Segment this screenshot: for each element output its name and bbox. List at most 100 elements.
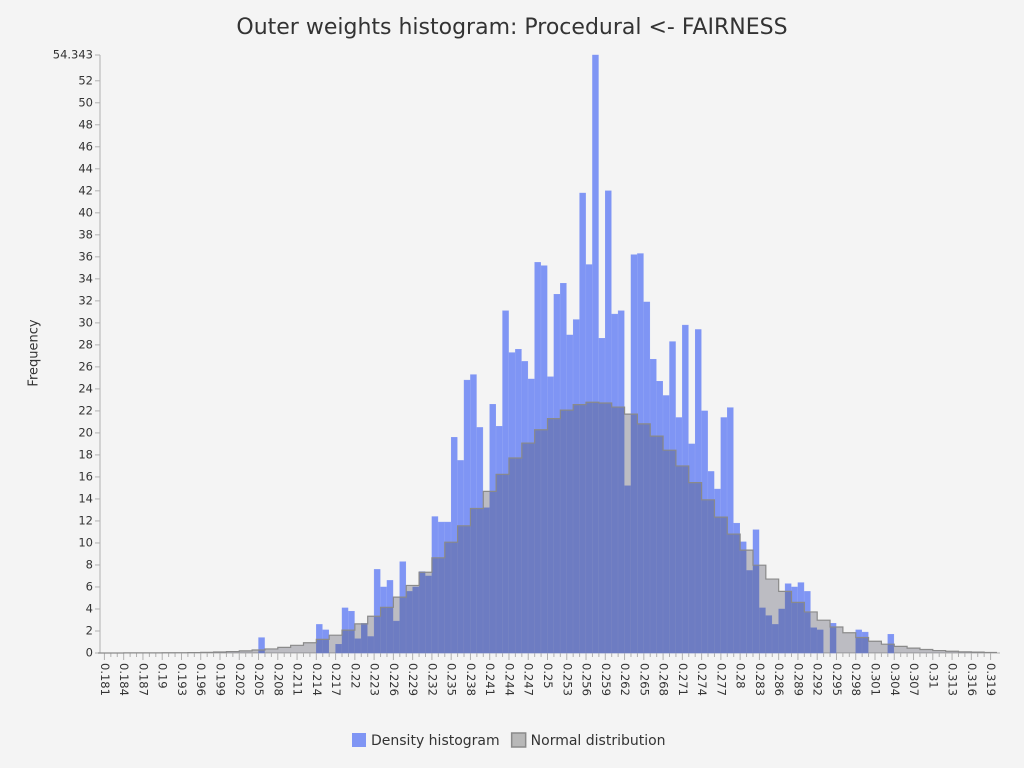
bar: [560, 283, 567, 654]
legend-label: Normal distribution: [531, 733, 666, 749]
y-tick-label: 28: [78, 337, 93, 351]
x-tick-label: 0.292: [811, 663, 825, 696]
bar: [502, 310, 509, 654]
y-tick-label: 10: [78, 535, 93, 549]
x-tick-label: 0.19: [156, 663, 170, 689]
x-tick-label: 0.304: [888, 663, 902, 696]
legend-label: Density histogram: [371, 733, 500, 749]
x-tick-label: 0.286: [772, 663, 786, 696]
x-tick-label: 0.223: [368, 663, 382, 696]
bar: [393, 620, 400, 654]
x-tick-label: 0.247: [522, 663, 536, 696]
y-tick-label: 22: [78, 403, 93, 417]
bar: [829, 623, 837, 654]
y-tick-label: 52: [78, 73, 93, 87]
x-tick-label: 0.202: [233, 663, 247, 696]
bar: [406, 591, 413, 654]
bar: [386, 580, 394, 654]
x-tick-label: 0.205: [252, 663, 266, 696]
bar: [431, 516, 439, 654]
x-tick-label: 0.199: [214, 663, 228, 696]
x-tick-label: 0.259: [599, 663, 613, 696]
bar: [746, 570, 753, 654]
bar: [701, 410, 708, 654]
bar: [316, 624, 323, 654]
y-tick-label: 24: [78, 381, 93, 395]
x-tick-label: 0.262: [618, 663, 632, 696]
bar: [585, 264, 593, 654]
bar: [508, 352, 516, 654]
x-tick-label: 0.244: [502, 663, 516, 696]
x-tick-label: 0.22: [348, 663, 362, 689]
bar: [476, 427, 484, 654]
bar: [579, 192, 586, 654]
bar: [444, 521, 451, 654]
x-tick-label: 0.208: [271, 663, 285, 696]
y-tick-label: 4: [86, 601, 93, 615]
y-tick-label: 46: [78, 139, 93, 153]
y-tick-label: 6: [86, 579, 93, 593]
x-tick-label: 0.184: [117, 663, 131, 696]
y-tick-label: 26: [78, 359, 93, 373]
bar: [778, 608, 785, 654]
bar: [399, 561, 407, 654]
y-tick-label: 14: [78, 491, 93, 505]
bar: [412, 586, 419, 654]
y-tick-label: 44: [78, 161, 93, 175]
x-tick-label: 0.277: [714, 663, 728, 696]
y-tick-label: 2: [86, 623, 93, 637]
bar: [367, 636, 374, 654]
bar: [765, 615, 773, 654]
x-tick-label: 0.217: [329, 663, 343, 696]
y-tick-label: 50: [78, 95, 93, 109]
x-tick-label: 0.235: [445, 663, 459, 696]
x-tick-label: 0.229: [406, 663, 420, 696]
x-tick-label: 0.295: [830, 663, 844, 696]
bar: [495, 426, 503, 654]
bar: [425, 575, 432, 654]
bar: [521, 361, 529, 654]
bar: [759, 607, 766, 654]
y-tick-label: 12: [78, 513, 93, 527]
x-tick-label: 0.211: [291, 663, 305, 696]
x-tick-label: 0.289: [791, 663, 805, 696]
bar: [791, 586, 798, 654]
bar: [335, 643, 342, 654]
bar: [637, 253, 644, 654]
bar: [817, 629, 824, 654]
bar: [348, 610, 355, 654]
chart-title: Outer weights histogram: Procedural <- F…: [236, 15, 787, 40]
bar: [630, 254, 638, 654]
x-tick-label: 0.301: [868, 663, 882, 696]
y-tick-label: 38: [78, 227, 93, 241]
bar: [688, 443, 695, 654]
normal-area: [98, 402, 997, 653]
bar: [598, 338, 606, 654]
bar: [528, 378, 535, 654]
x-tick-label: 0.283: [753, 663, 767, 696]
bar: [720, 417, 728, 654]
bar: [714, 488, 721, 654]
bar: [322, 629, 329, 654]
bar: [534, 262, 541, 654]
y-tick-label: 18: [78, 447, 93, 461]
x-tick-label: 0.316: [965, 663, 979, 696]
x-tick-label: 0.238: [464, 663, 478, 696]
y-tick-label: 34: [78, 271, 93, 285]
bar: [682, 324, 689, 654]
bar: [450, 437, 458, 654]
y-tick-label: 0: [86, 646, 93, 660]
x-tick-label: 0.28: [734, 663, 748, 689]
legend-swatch: [510, 732, 527, 748]
bar: [380, 586, 387, 654]
bar: [611, 313, 618, 654]
x-tick-label: 0.226: [387, 663, 401, 696]
bar: [547, 376, 554, 654]
x-tick-label: 0.232: [425, 663, 439, 696]
y-tick-label: 40: [78, 205, 93, 219]
bar: [572, 319, 580, 654]
bar: [650, 358, 657, 654]
bar: [810, 627, 817, 654]
